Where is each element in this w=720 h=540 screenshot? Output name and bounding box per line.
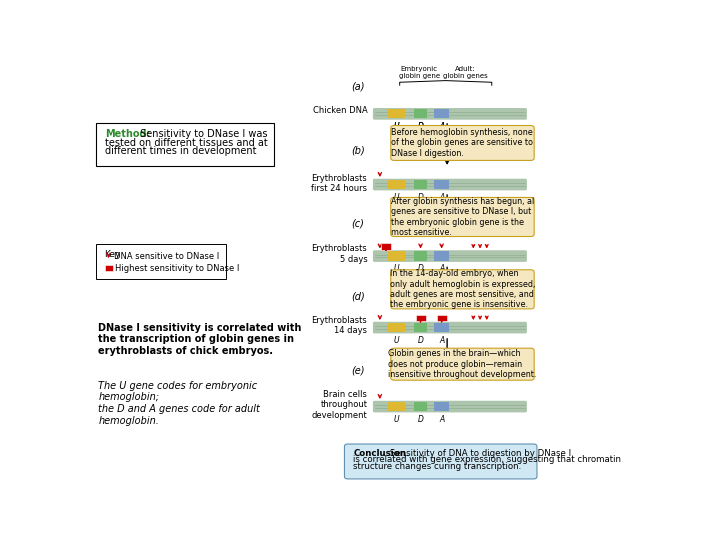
FancyBboxPatch shape [391, 198, 534, 237]
Text: DNA sensitive to DNase I: DNA sensitive to DNase I [114, 252, 220, 261]
Text: (b): (b) [351, 145, 365, 156]
Bar [436, 315, 446, 321]
Text: Adult:
globin genes: Adult: globin genes [443, 66, 487, 79]
Bar [388, 180, 405, 189]
Bar [414, 180, 427, 189]
Text: Sensitivity to DNase I was: Sensitivity to DNase I was [138, 129, 268, 139]
Text: (e): (e) [351, 366, 364, 376]
Text: Erythroblasts
5 days: Erythroblasts 5 days [312, 245, 367, 264]
Bar [388, 402, 405, 411]
Text: tested on different tissues and at: tested on different tissues and at [105, 138, 268, 147]
Text: U: U [394, 193, 400, 202]
Bar [415, 315, 426, 321]
Text: Chicken DNA: Chicken DNA [312, 105, 367, 114]
Text: In the 14-day-old embryo, when
only adult hemoglobin is expressed,
adult genes a: In the 14-day-old embryo, when only adul… [390, 269, 535, 309]
Text: D: D [418, 193, 423, 202]
Text: (d): (d) [351, 292, 365, 301]
Text: Method:: Method: [105, 129, 150, 139]
FancyBboxPatch shape [96, 244, 226, 279]
Bar [388, 323, 405, 332]
Text: U: U [394, 415, 400, 424]
Bar [434, 180, 449, 189]
FancyBboxPatch shape [373, 322, 527, 333]
Bar [434, 109, 449, 118]
Bar [388, 109, 405, 118]
Text: U: U [394, 336, 400, 345]
Text: A: A [439, 415, 444, 424]
FancyBboxPatch shape [373, 250, 527, 262]
Bar [414, 109, 427, 118]
Text: is correlated with gene expression, suggesting that chromatin: is correlated with gene expression, sugg… [354, 455, 621, 464]
Bar [414, 402, 427, 411]
Bar [434, 402, 449, 411]
Text: Embryonic
globin gene: Embryonic globin gene [399, 66, 440, 79]
Text: A: A [439, 193, 444, 202]
Bar [388, 252, 405, 261]
FancyBboxPatch shape [391, 270, 534, 309]
Text: Globin genes in the brain—which
does not produce globin—remain
insensitive throu: Globin genes in the brain—which does not… [388, 349, 536, 379]
Text: Highest sensitivity to DNase I: Highest sensitivity to DNase I [115, 264, 240, 273]
Bar [414, 252, 427, 261]
Text: Conclusion.: Conclusion. [354, 449, 410, 458]
FancyBboxPatch shape [373, 179, 527, 191]
Bar [414, 323, 427, 332]
Text: After globin synthesis has begun, al
genes are sensitive to DNase I, but
the emb: After globin synthesis has begun, al gen… [391, 197, 534, 237]
FancyBboxPatch shape [391, 348, 534, 380]
Text: A: A [439, 122, 444, 131]
Text: DNase I sensitivity is correlated with
the transcription of globin genes in
eryt: DNase I sensitivity is correlated with t… [99, 322, 302, 356]
Text: The U gene codes for embryonic
hemoglobin;
the D and A genes code for adult
hemo: The U gene codes for embryonic hemoglobi… [99, 381, 260, 426]
Text: A: A [439, 265, 444, 273]
Text: Sensitivity of DNA to digestion by DNase I: Sensitivity of DNA to digestion by DNase… [387, 449, 571, 458]
FancyBboxPatch shape [344, 444, 537, 479]
Text: (a): (a) [351, 82, 364, 91]
Text: U: U [394, 122, 400, 131]
Text: D: D [418, 122, 423, 131]
Bar [434, 252, 449, 261]
Text: Brain cells
throughout
development: Brain cells throughout development [312, 390, 367, 420]
Text: structure changes curing transcription.: structure changes curing transcription. [354, 462, 521, 471]
Text: D: D [418, 336, 423, 345]
Text: U: U [394, 122, 400, 131]
Text: (c): (c) [351, 219, 364, 228]
FancyBboxPatch shape [96, 124, 274, 166]
Bar [104, 265, 113, 272]
Text: Erythroblasts
14 days: Erythroblasts 14 days [312, 316, 367, 335]
Text: Key: Key [104, 250, 120, 259]
Text: D: D [418, 122, 423, 131]
Text: D: D [418, 415, 423, 424]
Bar [434, 323, 449, 332]
FancyBboxPatch shape [391, 125, 534, 160]
Text: D: D [418, 265, 423, 273]
Text: A: A [439, 336, 444, 345]
FancyBboxPatch shape [373, 108, 527, 120]
Text: U: U [394, 265, 400, 273]
Text: Erythroblasts
first 24 hours: Erythroblasts first 24 hours [311, 174, 367, 193]
FancyBboxPatch shape [373, 401, 527, 413]
Bar [381, 243, 391, 250]
Text: Before hemoglobin synthesis, none
of the globin genes are sensitive to
DNase I d: Before hemoglobin synthesis, none of the… [392, 128, 534, 158]
Text: different times in development: different times in development [105, 146, 256, 156]
Text: A: A [439, 122, 444, 131]
